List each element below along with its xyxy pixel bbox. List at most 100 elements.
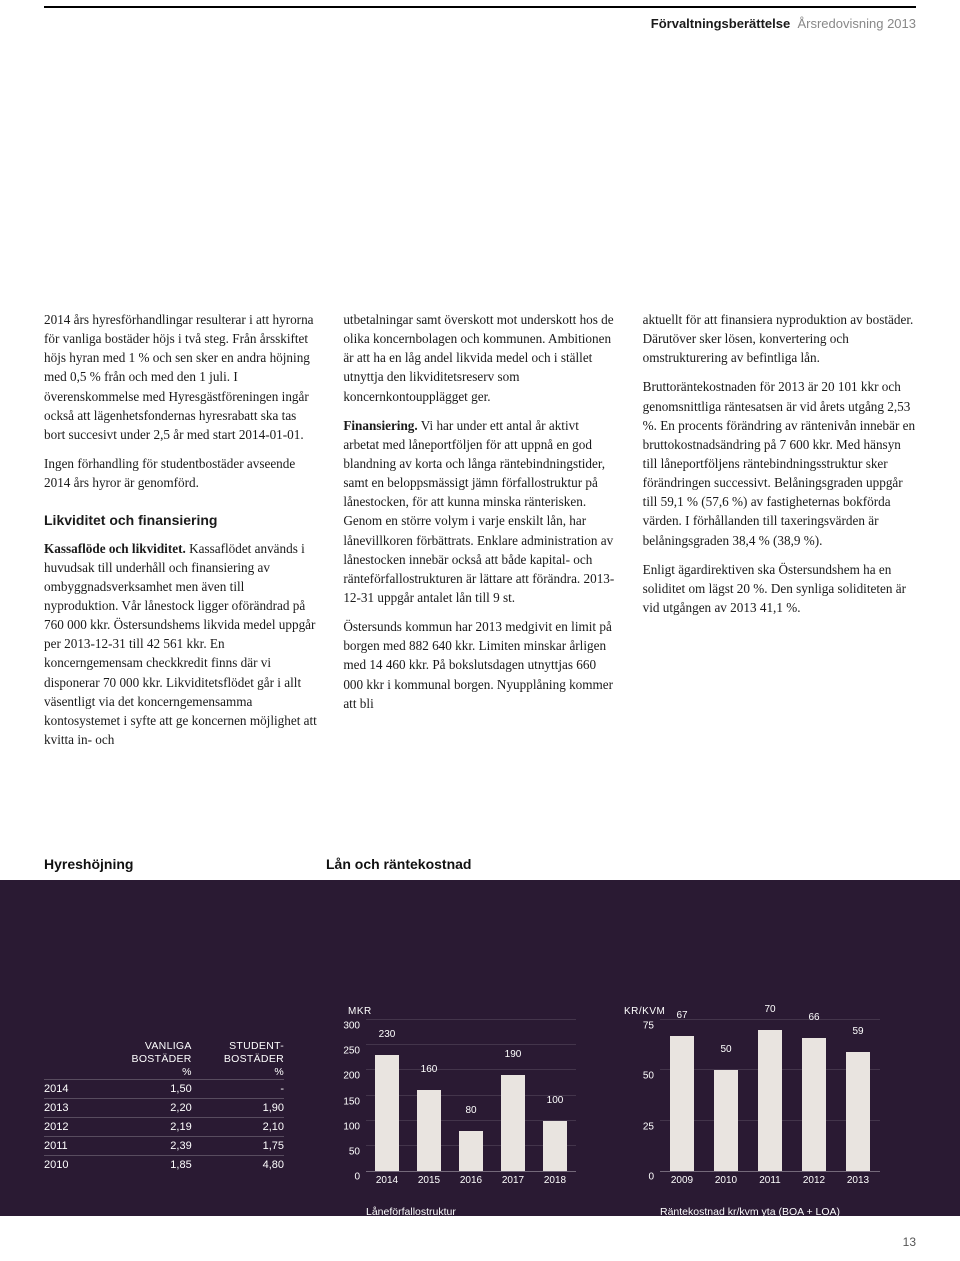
table-body: 20141,50-20132,201,9020122,192,1020112,3… [44,1079,284,1174]
year-cell: 2011 [44,1140,99,1152]
x-tick: 2011 [759,1171,781,1186]
x-tick: 2010 [715,1171,737,1186]
bar-value: 230 [379,1029,396,1042]
col2-p3: Östersunds kommun har 2013 medgivit en l… [343,617,616,713]
grid-line [660,1019,880,1020]
bar [758,1030,782,1171]
vanliga-cell: 2,20 [99,1102,191,1114]
bar [543,1121,566,1171]
vanliga-cell: 2,19 [99,1121,191,1133]
table-row: 20132,201,90 [44,1098,284,1117]
header-section: Förvaltningsberättelse [651,16,790,31]
y-tick: 0 [648,1172,660,1183]
bar [459,1131,482,1171]
y-tick: 25 [643,1121,660,1132]
bar [375,1055,398,1171]
page-header: Förvaltningsberättelse Årsredovisning 20… [651,16,916,31]
col1-p3-lead: Kassaflöde och likviditet. [44,541,186,556]
student-cell: 4,80 [192,1159,284,1171]
bar-value: 190 [505,1049,522,1062]
table-col2-hdr: STUDENT-BOSTÄDER% [192,1040,284,1079]
col2-p2: Finansiering. Vi har under ett antal år … [343,416,616,607]
student-cell: 1,90 [192,1102,284,1114]
y-tick: 50 [643,1071,660,1082]
y-tick: 200 [343,1071,366,1082]
y-tick: 50 [349,1146,366,1157]
rate-caption: Räntekostnad kr/kvm yta (BOA + LOA) [660,1206,840,1218]
year-cell: 2013 [44,1102,99,1114]
grid-line [366,1019,576,1020]
table-row: 20112,391,75 [44,1136,284,1155]
col1-p1: 2014 års hyresförhandlingar resulterar i… [44,310,317,444]
bar [714,1070,738,1171]
table-header: VANLIGABOSTÄDER% STUDENT-BOSTÄDER% [44,1040,284,1079]
charts-band: Hyreshöjning Lån och räntekostnad VANLIG… [0,846,960,1216]
col2-p1: utbetalningar samt överskott mot undersk… [343,310,616,406]
bar [670,1036,694,1171]
table-row: 20122,192,10 [44,1117,284,1136]
rate-axis-label: KR/KVM [624,1006,665,1017]
body-columns: 2014 års hyresförhandlingar resulterar i… [44,310,916,759]
grid-line [366,1044,576,1045]
table-title: Hyreshöjning [44,856,133,872]
header-subtitle: Årsredovisning 2013 [794,16,916,31]
top-rule [44,6,916,8]
year-cell: 2012 [44,1121,99,1133]
col1-p3: Kassaflöde och likviditet. Kassaflödet a… [44,539,317,750]
column-2: utbetalningar samt överskott mot undersk… [343,310,616,759]
loan-chart: MKR 050100150200250300230201416020158020… [326,1006,576,1196]
loan-plot: 0501001502002503002302014160201580201619… [366,1020,576,1172]
y-tick: 300 [343,1021,366,1032]
bar-value: 50 [720,1044,731,1057]
bar-value: 160 [421,1064,438,1077]
bar-value: 59 [852,1026,863,1039]
year-cell: 2014 [44,1083,99,1095]
loan-caption: Låneförfallostruktur [366,1206,456,1218]
table-row: 20141,50- [44,1079,284,1098]
student-cell: 1,75 [192,1140,284,1152]
y-tick: 250 [343,1046,366,1057]
x-tick: 2012 [803,1171,825,1186]
bar [417,1090,440,1171]
charts-dark-bg: VANLIGABOSTÄDER% STUDENT-BOSTÄDER% 20141… [0,880,960,1216]
x-tick: 2018 [544,1171,566,1186]
bar-value: 67 [676,1010,687,1023]
bar-value: 100 [547,1095,564,1108]
x-tick: 2013 [847,1171,869,1186]
y-tick: 100 [343,1121,366,1132]
y-tick: 0 [354,1172,366,1183]
x-tick: 2017 [502,1171,524,1186]
x-tick: 2016 [460,1171,482,1186]
col3-p1: aktuellt för att finansiera nyproduktion… [643,310,916,367]
x-tick: 2009 [671,1171,693,1186]
table-col1-hdr: VANLIGABOSTÄDER% [99,1040,191,1079]
rate-plot: 0255075672009502010702011662012592013 [660,1020,880,1172]
vanliga-cell: 2,39 [99,1140,191,1152]
y-tick: 75 [643,1021,660,1032]
student-cell: - [192,1083,284,1095]
column-1: 2014 års hyresförhandlingar resulterar i… [44,310,317,759]
bar-value: 66 [808,1012,819,1025]
col2-p2-lead: Finansiering. [343,418,417,433]
bar-value: 80 [465,1105,476,1118]
x-tick: 2015 [418,1171,440,1186]
charts-title: Lån och räntekostnad [326,856,471,872]
rate-chart: KR/KVM 025507567200950201070201166201259… [620,1006,880,1196]
column-3: aktuellt för att finansiera nyproduktion… [643,310,916,759]
vanliga-cell: 1,50 [99,1083,191,1095]
bar [846,1052,870,1171]
col3-p3: Enligt ägardirektiven ska Östersundshem … [643,560,916,617]
vanliga-cell: 1,85 [99,1159,191,1171]
x-tick: 2014 [376,1171,398,1186]
table-row: 20101,854,80 [44,1155,284,1174]
student-cell: 2,10 [192,1121,284,1133]
col3-p2: Bruttoräntekostnaden för 2013 är 20 101 … [643,377,916,549]
bar-value: 70 [764,1004,775,1017]
bar [802,1038,826,1171]
col1-p2: Ingen förhandling för studentbostäder av… [44,454,317,492]
page-number: 13 [903,1235,916,1249]
year-cell: 2010 [44,1159,99,1171]
y-tick: 150 [343,1096,366,1107]
hyreshojning-table: VANLIGABOSTÄDER% STUDENT-BOSTÄDER% 20141… [44,1040,284,1174]
bar [501,1075,524,1171]
